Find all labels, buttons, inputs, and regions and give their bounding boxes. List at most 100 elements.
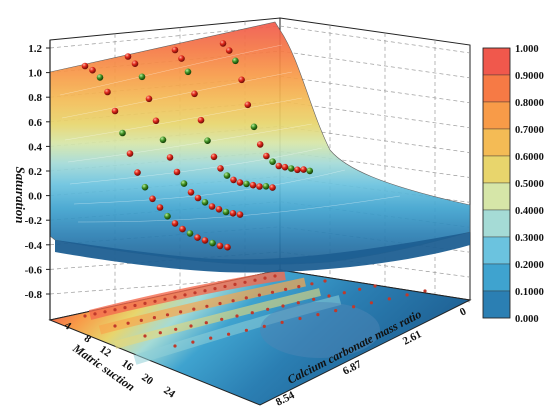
- floor-point: [334, 309, 338, 313]
- z-tick-label: -0.6: [25, 264, 43, 276]
- floor-point: [310, 282, 314, 286]
- data-point: [191, 90, 198, 98]
- data-point: [217, 165, 224, 172]
- colorbar-segment: [482, 47, 511, 76]
- z-tick-label: 0.0: [28, 191, 42, 203]
- data-point: [126, 150, 134, 157]
- z-tick-label: 0.6: [28, 117, 42, 129]
- data-point: [238, 76, 245, 84]
- colorbar-segment: [482, 182, 511, 211]
- floor-point: [220, 317, 224, 321]
- floor-point: [327, 294, 331, 298]
- floor-point: [253, 278, 257, 282]
- floor-point: [183, 293, 187, 297]
- floor-point: [209, 336, 213, 340]
- data-point: [186, 230, 194, 237]
- z-tick-label: -0.4: [25, 240, 43, 252]
- floor-point: [223, 284, 227, 289]
- colorbar-label: 0.5000: [515, 179, 544, 190]
- data-point: [223, 172, 231, 179]
- data-point: [225, 47, 233, 54]
- floor-point: [243, 280, 247, 284]
- data-point: [201, 237, 209, 244]
- data-point: [243, 180, 250, 188]
- data-point: [156, 204, 164, 211]
- floor-point: [133, 303, 137, 308]
- floor-point: [173, 295, 177, 299]
- floor-point: [113, 324, 117, 328]
- data-point: [145, 95, 153, 103]
- colorbar-segment: [482, 128, 511, 157]
- data-point: [194, 234, 201, 241]
- colorbar-segment: [482, 155, 511, 184]
- floor-point: [263, 276, 267, 280]
- data-point: [224, 243, 231, 251]
- y-tick-label: 20: [139, 371, 155, 387]
- data-point: [230, 176, 237, 184]
- colorbar-segment: [482, 290, 511, 319]
- data-point: [89, 66, 96, 74]
- z-tick-label: 1.2: [28, 43, 42, 55]
- colorbar: 1.000 0.9000 0.8000 0.7000 0.6000 0.5000 0.400…: [482, 44, 544, 325]
- floor-point: [266, 307, 270, 311]
- floor-point: [143, 334, 147, 338]
- grid-line: [279, 75, 471, 104]
- floor-point: [179, 310, 183, 314]
- colorbar-label: 0.4000: [515, 206, 544, 217]
- floor-point: [203, 289, 207, 293]
- floor-projection-points: [83, 274, 427, 348]
- floor-point: [342, 291, 346, 295]
- colorbar-label: 0.7000: [515, 125, 544, 136]
- data-point: [281, 163, 289, 171]
- floor-point: [173, 344, 177, 348]
- data-point: [201, 199, 209, 206]
- z-tick-label: -0.2: [25, 215, 43, 227]
- data-points: [81, 40, 314, 251]
- z-axis-title: Saturation: [13, 166, 28, 223]
- data-point: [159, 136, 167, 144]
- data-point: [244, 101, 252, 109]
- floor-point: [205, 304, 209, 308]
- floor-contour: [48, 269, 472, 406]
- data-point: [171, 220, 179, 227]
- data-point: [229, 210, 237, 217]
- data-point: [131, 60, 139, 67]
- floor-point: [218, 301, 222, 306]
- data-point: [236, 179, 244, 186]
- floor-point: [152, 316, 156, 320]
- floor-point: [423, 289, 427, 293]
- data-point: [204, 137, 211, 144]
- data-point: [194, 194, 202, 202]
- floor-point: [323, 279, 327, 283]
- colorbar-label: 1.000: [515, 44, 539, 55]
- grid-line: [279, 25, 471, 54]
- data-point: [134, 169, 141, 176]
- floor-point: [298, 316, 302, 321]
- colorbar-label: 0.6000: [515, 152, 544, 163]
- floor-point: [297, 285, 301, 289]
- data-point: [306, 167, 314, 175]
- floor-point: [312, 297, 316, 301]
- data-point: [187, 189, 195, 196]
- data-point: [124, 53, 132, 60]
- grid-line: [279, 50, 471, 79]
- data-point: [111, 107, 119, 115]
- floor-point: [231, 299, 235, 303]
- colorbar-segment: [482, 263, 511, 292]
- colorbar-frame: [482, 47, 511, 319]
- data-point: [178, 55, 185, 62]
- data-point: [232, 57, 239, 65]
- data-point: [249, 181, 257, 189]
- floor-point: [193, 291, 197, 295]
- floor-point: [352, 305, 356, 309]
- floor-point: [244, 328, 248, 332]
- floor-point: [165, 313, 170, 317]
- z-tick-label: -0.8: [25, 289, 43, 301]
- data-point: [166, 154, 174, 161]
- floor-point: [93, 312, 97, 316]
- z-tick-label: 0.8: [28, 92, 42, 104]
- colorbar-segment: [482, 236, 511, 265]
- colorbar-label: 0.000: [515, 314, 539, 325]
- data-point: [149, 195, 156, 203]
- z-tick-label: 0.2: [28, 166, 42, 178]
